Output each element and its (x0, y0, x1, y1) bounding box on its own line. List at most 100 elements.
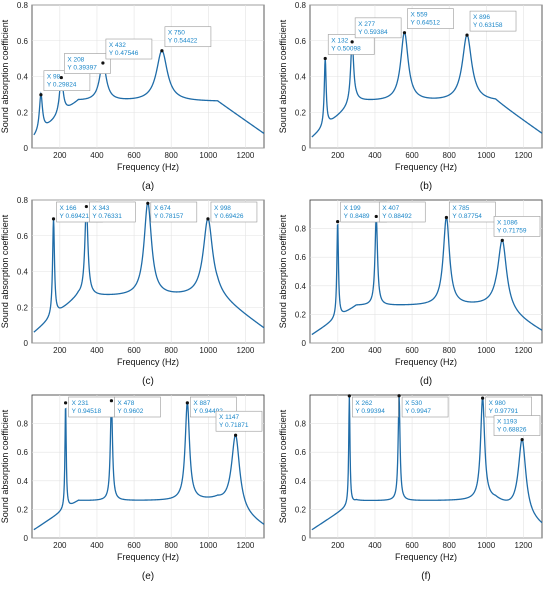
y-tick-label: 0.8 (17, 420, 29, 429)
y-tick-label: 0.8 (17, 196, 29, 205)
x-tick-label: 600 (405, 541, 419, 550)
data-tip-box (407, 8, 454, 29)
data-tip-x: X 1147 (219, 414, 240, 421)
data-tip-x: X 559 (410, 12, 427, 19)
data-tip-x: X 208 (67, 57, 84, 64)
data-tip-y: Y 0.76331 (92, 213, 122, 220)
data-tip-y: Y 0.47546 (109, 50, 139, 57)
x-tick-label: 200 (331, 541, 345, 550)
x-tick-label: 200 (331, 346, 345, 355)
x-tick-label: 800 (165, 151, 179, 160)
x-tick-label: 1200 (515, 151, 533, 160)
peak-marker (84, 204, 88, 209)
y-tick-label: 0.4 (295, 282, 307, 291)
peak-marker (347, 394, 351, 398)
x-tick-label: 200 (53, 541, 67, 550)
data-tip-y: Y 0.63158 (473, 22, 503, 29)
x-tick-label: 400 (90, 541, 104, 550)
absorption-curve (311, 216, 543, 336)
data-tip-y: Y 0.39397 (67, 65, 97, 72)
x-tick-label: 200 (53, 346, 67, 355)
data-tip-y: Y 0.99394 (355, 408, 385, 415)
data-tip-x: X 262 (355, 400, 372, 407)
y-tick-label: 0.4 (295, 73, 307, 82)
x-tick-label: 800 (443, 541, 457, 550)
y-tick-label: 0.6 (295, 37, 307, 46)
x-tick-label: 200 (53, 151, 67, 160)
x-tick-label: 800 (165, 346, 179, 355)
panel-label: (c) (142, 376, 154, 387)
peak-marker (374, 214, 378, 219)
y-tick-label: 0 (24, 339, 29, 348)
data-tip-x: X 896 (473, 14, 490, 21)
x-tick-label: 1000 (199, 151, 217, 160)
x-tick-label: 1200 (515, 541, 533, 550)
x-tick-label: 1200 (237, 151, 255, 160)
x-tick-label: 400 (368, 346, 382, 355)
data-tip-box (378, 201, 426, 223)
y-tick-label: 0.6 (17, 448, 29, 457)
y-axis-label: Sound absorption coefficient (0, 214, 10, 328)
data-tip-x: X 785 (452, 205, 469, 212)
data-tip-y: Y 0.29824 (47, 82, 77, 89)
data-tip-x: X 407 (382, 205, 399, 212)
data-tip-y: Y 0.50098 (331, 45, 361, 52)
peak-marker (444, 215, 449, 220)
data-tip-x: X 750 (168, 30, 185, 37)
x-tick-label: 200 (331, 151, 345, 160)
x-tick-label: 1000 (199, 541, 217, 550)
chart-panel-1: 200 400 600 800 1000 1200 0 0.2 0.4 0.6 0.8 Frequen… (0, 1, 265, 192)
y-tick-label: 0.2 (17, 505, 29, 514)
peak-marker (481, 396, 485, 400)
x-tick-label: 600 (405, 151, 419, 160)
data-tip-y: Y 0.64512 (410, 20, 440, 27)
data-tip-box (215, 410, 263, 432)
data-tip-box (493, 415, 541, 436)
y-tick-label: 0.2 (295, 310, 307, 319)
y-tick-label: 0 (24, 144, 29, 153)
x-tick-label: 600 (127, 151, 141, 160)
y-axis-label: Sound absorption coefficient (0, 409, 10, 523)
x-tick-label: 1200 (237, 541, 255, 550)
y-tick-label: 0 (302, 339, 307, 348)
data-tip-x: X 166 (60, 205, 77, 212)
peak-marker (59, 75, 63, 80)
peak-marker (185, 401, 189, 405)
data-tip-x: X 980 (489, 400, 506, 407)
peak-marker (323, 56, 327, 61)
y-tick-label: 0.4 (17, 268, 29, 277)
data-tip-box (114, 396, 161, 418)
data-tip-x: X 1086 (497, 219, 518, 226)
x-tick-label: 1200 (515, 346, 533, 355)
data-tip-box (354, 17, 402, 39)
peak-marker (500, 238, 504, 242)
y-tick-label: 0.8 (295, 420, 307, 429)
peak-marker (109, 399, 114, 403)
data-tip-x: X 887 (193, 400, 210, 407)
data-tip-box (493, 216, 541, 237)
absorption-curve (311, 395, 543, 531)
x-axis-label: Frequency (Hz) (395, 162, 457, 172)
y-axis-label: Sound absorption coefficient (0, 19, 10, 133)
chart-panel-6: 200 400 600 800 1000 1200 0 0.2 0.4 0.6 0.8 Frequen… (278, 394, 543, 582)
x-axis-label: Frequency (Hz) (117, 162, 179, 172)
chart-panel-2: 200 400 600 800 1000 1200 0 0.2 0.4 0.6 0.8 Frequen… (278, 1, 543, 192)
panel-label: (f) (421, 571, 430, 582)
x-tick-label: 400 (368, 151, 382, 160)
panel-label: (a) (142, 181, 154, 192)
data-tip-box (164, 26, 212, 48)
y-tick-label: 0.6 (17, 232, 29, 241)
data-tip-box (210, 201, 258, 223)
x-tick-label: 800 (443, 151, 457, 160)
data-tip-x: X 343 (92, 205, 109, 212)
data-tip-x: X 530 (405, 400, 422, 407)
y-axis-label: Sound absorption coefficient (278, 214, 288, 328)
peak-marker (39, 93, 43, 97)
x-tick-label: 1000 (477, 151, 495, 160)
data-tip-x: X 199 (344, 205, 361, 212)
x-tick-label: 800 (443, 346, 457, 355)
y-tick-label: 0.2 (17, 108, 29, 117)
peak-marker (402, 31, 407, 35)
data-tip-x: X 432 (109, 42, 126, 49)
data-tip-y: Y 0.9947 (405, 408, 431, 415)
